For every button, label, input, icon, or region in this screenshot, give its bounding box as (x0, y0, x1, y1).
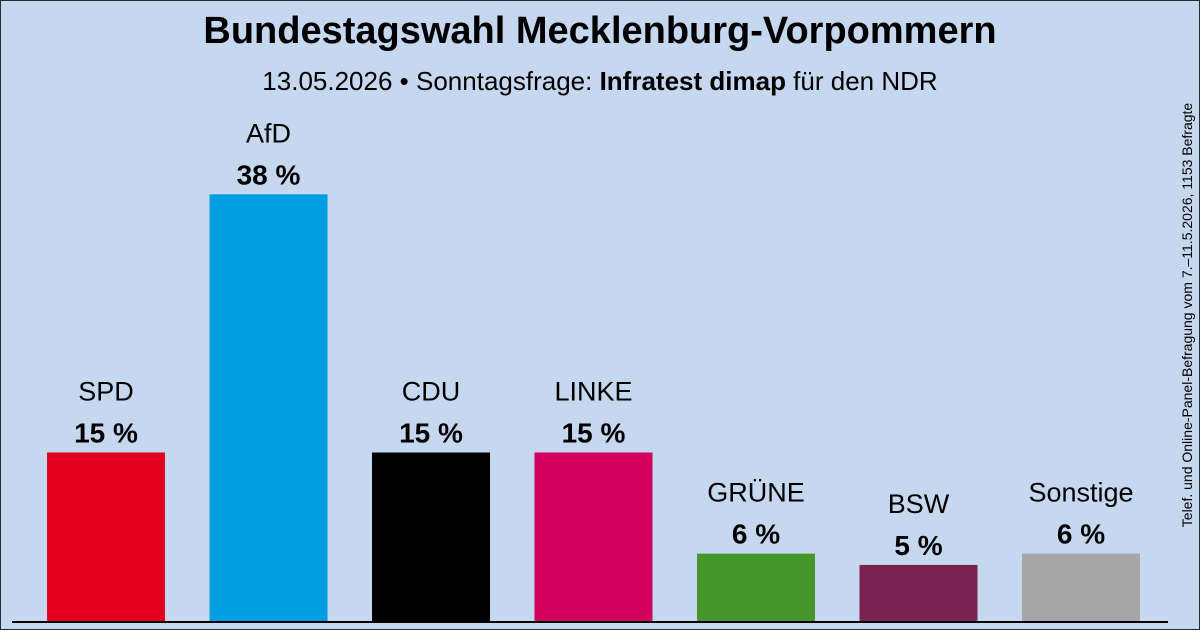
value-label-spd: 15 % (74, 418, 138, 449)
value-label-cdu: 15 % (399, 418, 463, 449)
value-label-grüne: 6 % (732, 519, 780, 550)
value-label-linke: 15 % (562, 418, 626, 449)
category-label-afd: AfD (246, 118, 291, 148)
bar-bsw (859, 564, 978, 622)
category-label-spd: SPD (78, 377, 134, 407)
category-label-linke: LINKE (554, 377, 632, 407)
value-label-sonstige: 6 % (1057, 519, 1105, 550)
chart-subtitle: 13.05.2026 • Sonntagsfrage: Infratest di… (0, 66, 1200, 97)
category-label-bsw: BSW (888, 489, 950, 519)
bar-spd (47, 452, 165, 621)
poll-method-note: Telef. und Online-Panel-Befragung vom 7.… (1179, 102, 1195, 528)
bar-cdu (372, 452, 490, 621)
bar-sonstige (1022, 553, 1140, 621)
category-label-cdu: CDU (402, 377, 461, 407)
subtitle-separator: • (392, 66, 416, 96)
category-label-sonstige: Sonstige (1028, 478, 1133, 508)
bars-group: 15 % SPD 38 % AfD 15 % CDU 15 % LINKE 6 % GRÜNE 5 … (47, 118, 1140, 622)
poll-type-label: Sonntagsfrage: (416, 66, 600, 96)
poll-date: 13.05.2026 (262, 66, 393, 96)
value-label-bsw: 5 % (894, 530, 942, 561)
bar-linke (534, 452, 653, 621)
value-label-afd: 38 % (237, 159, 301, 190)
poll-institute: Infratest dimap (599, 66, 786, 96)
chart-title: Bundestagswahl Mecklenburg-Vorpommern (203, 10, 997, 52)
bar-afd (209, 194, 328, 622)
poll-client: für den NDR (785, 66, 938, 96)
category-label-grüne: GRÜNE (707, 478, 805, 508)
bar-grüne (697, 553, 815, 621)
